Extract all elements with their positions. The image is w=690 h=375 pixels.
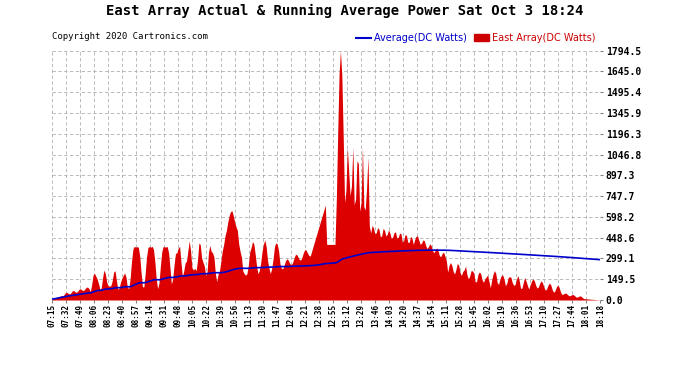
Text: East Array Actual & Running Average Power Sat Oct 3 18:24: East Array Actual & Running Average Powe…: [106, 4, 584, 18]
Text: Copyright 2020 Cartronics.com: Copyright 2020 Cartronics.com: [52, 32, 208, 40]
Legend: Average(DC Watts), East Array(DC Watts): Average(DC Watts), East Array(DC Watts): [356, 33, 595, 43]
